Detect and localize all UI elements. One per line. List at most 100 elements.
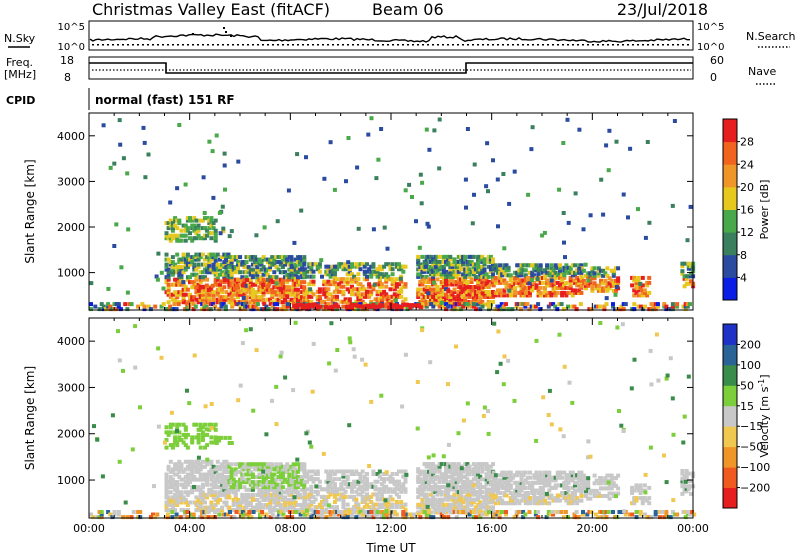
data-cell bbox=[570, 263, 575, 268]
data-cell bbox=[579, 470, 584, 475]
data-cell bbox=[365, 487, 369, 492]
data-cell bbox=[371, 264, 376, 269]
data-cell bbox=[579, 476, 584, 481]
data-cell bbox=[444, 472, 448, 477]
data-cell bbox=[473, 297, 478, 302]
data-cell bbox=[172, 307, 177, 312]
data-cell bbox=[473, 507, 478, 512]
data-cell bbox=[480, 259, 485, 264]
data-cell bbox=[295, 277, 300, 282]
data-cell bbox=[161, 286, 166, 291]
data-cell bbox=[242, 480, 247, 485]
data-cell bbox=[177, 495, 182, 500]
data-cell bbox=[362, 505, 367, 510]
data-cell bbox=[293, 472, 298, 477]
data-cell bbox=[377, 289, 382, 294]
data-cell bbox=[545, 470, 550, 475]
data-cell bbox=[326, 302, 331, 307]
data-cell bbox=[420, 500, 425, 505]
data-cell bbox=[461, 267, 466, 272]
data-cell bbox=[572, 304, 577, 309]
data-cell bbox=[452, 507, 457, 512]
data-cell bbox=[392, 287, 397, 292]
data-cell bbox=[337, 477, 342, 482]
data-cell bbox=[578, 302, 583, 307]
data-cell bbox=[655, 304, 660, 309]
data-cell bbox=[495, 270, 500, 275]
data-cell bbox=[324, 497, 329, 502]
data-cell bbox=[302, 467, 307, 472]
data-cell bbox=[469, 277, 474, 282]
data-cell bbox=[309, 477, 314, 482]
data-cell bbox=[439, 280, 444, 284]
data-cell bbox=[206, 307, 211, 312]
data-cell bbox=[192, 267, 197, 272]
data-cell bbox=[185, 216, 190, 221]
data-cell bbox=[373, 502, 378, 507]
data-cell bbox=[570, 470, 575, 475]
data-cell bbox=[215, 262, 220, 267]
data-cell bbox=[332, 279, 337, 284]
data-cell bbox=[341, 292, 346, 297]
data-cell bbox=[238, 508, 243, 513]
data-cell bbox=[345, 469, 350, 474]
data-cell bbox=[190, 469, 195, 474]
data-cell bbox=[689, 266, 693, 271]
data-cell bbox=[491, 505, 495, 510]
data-cell bbox=[211, 485, 216, 490]
data-cell bbox=[365, 289, 369, 294]
data-cell bbox=[293, 475, 298, 479]
data-cell bbox=[293, 503, 298, 507]
data-cell bbox=[214, 133, 219, 138]
data-cell bbox=[177, 272, 182, 277]
data-cell bbox=[638, 285, 643, 290]
data-cell bbox=[211, 195, 216, 200]
data-cell bbox=[508, 498, 513, 503]
data-cell bbox=[680, 261, 685, 266]
data-cell bbox=[231, 282, 236, 287]
data-cell bbox=[341, 277, 346, 282]
data-cell bbox=[634, 483, 639, 488]
data-cell bbox=[448, 262, 453, 267]
data-cell bbox=[448, 269, 453, 274]
data-cell bbox=[465, 467, 470, 472]
data-cell bbox=[495, 488, 500, 493]
data-cell bbox=[448, 257, 453, 262]
data-cell bbox=[362, 474, 367, 479]
data-cell bbox=[264, 307, 269, 312]
data-cell bbox=[227, 292, 232, 297]
data-cell bbox=[293, 500, 298, 505]
data-cell bbox=[621, 307, 626, 312]
data-cell bbox=[519, 493, 524, 498]
data-cell bbox=[568, 265, 573, 270]
data-cell bbox=[335, 307, 339, 312]
data-cell bbox=[431, 497, 436, 502]
data-cell bbox=[484, 277, 489, 282]
data-cell bbox=[495, 498, 500, 503]
y-tick-label: 1000 bbox=[57, 267, 85, 280]
data-cell bbox=[106, 510, 111, 514]
data-cell bbox=[215, 472, 220, 477]
data-cell bbox=[227, 280, 232, 285]
data-cell bbox=[482, 272, 487, 277]
data-cell bbox=[484, 272, 489, 277]
data-cell bbox=[179, 467, 184, 472]
data-cell bbox=[525, 496, 530, 501]
data-cell bbox=[350, 472, 354, 476]
data-cell bbox=[373, 507, 378, 512]
data-cell bbox=[491, 265, 496, 270]
data-cell bbox=[298, 464, 302, 469]
data-cell bbox=[456, 272, 461, 277]
data-cell bbox=[424, 287, 429, 292]
data-cell bbox=[486, 280, 491, 284]
data-cell bbox=[166, 500, 171, 505]
data-cell bbox=[242, 262, 247, 267]
data-cell bbox=[298, 297, 302, 302]
data-cell bbox=[217, 512, 222, 517]
data-cell bbox=[173, 262, 178, 267]
data-cell bbox=[185, 510, 190, 514]
data-cell bbox=[278, 487, 283, 492]
data-cell bbox=[501, 304, 506, 309]
data-cell bbox=[519, 283, 524, 288]
data-cell bbox=[224, 267, 229, 272]
